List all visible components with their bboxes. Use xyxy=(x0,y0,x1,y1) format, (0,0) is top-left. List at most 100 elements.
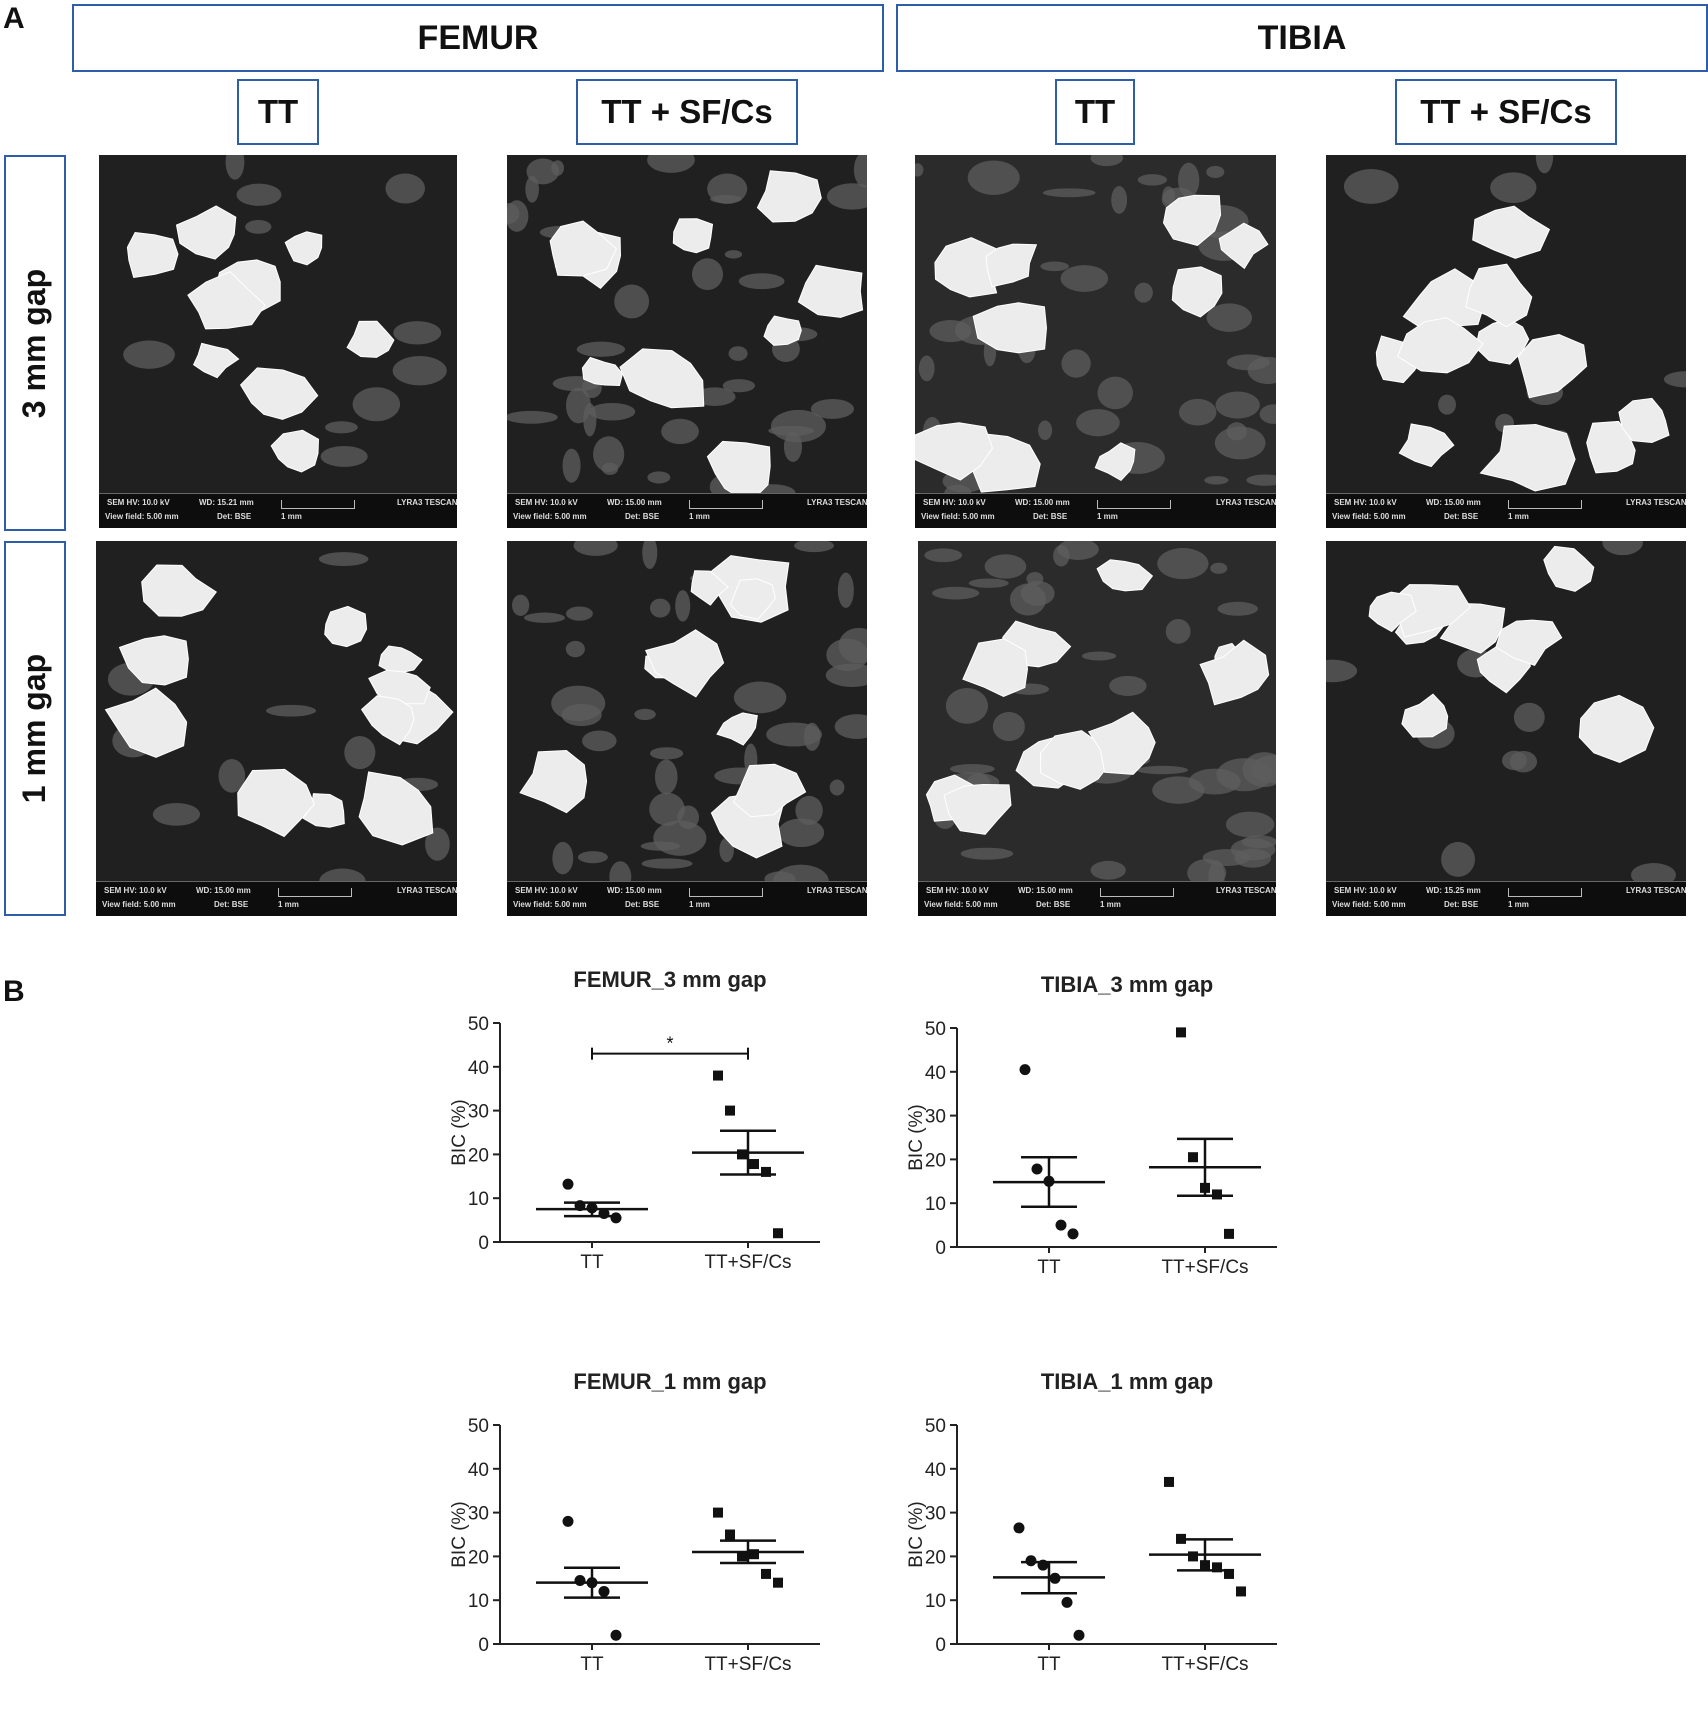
y-tick-label: 10 xyxy=(925,1194,946,1215)
row-label-3mm: 3 mm gap xyxy=(4,155,66,531)
sem-info-bar: SEM HV: 10.0 kV WD: 15.25 mm View field: 5… xyxy=(1326,881,1686,916)
sem-image: SEM HV: 10.0 kV WD: 15.00 mm View field: 5… xyxy=(915,155,1276,528)
data-point xyxy=(1224,1228,1234,1239)
x-tick-label: TT xyxy=(580,1252,604,1273)
sem-texture xyxy=(918,541,1276,882)
sem-hv-text: SEM HV: 10.0 kV xyxy=(926,886,989,895)
sem-image: SEM HV: 10.0 kV WD: 15.00 mm View field: 5… xyxy=(96,541,457,916)
sem-brand-text: LYRA3 TESCAN xyxy=(397,498,457,507)
sem-vf-text: View field: 5.00 mm xyxy=(102,900,176,909)
sem-scale-text: 1 mm xyxy=(1508,512,1529,521)
sem-det-text: Det: BSE xyxy=(217,512,252,521)
sem-vf-text: View field: 5.00 mm xyxy=(513,900,587,909)
y-tick-label: 40 xyxy=(468,1460,489,1481)
data-point xyxy=(1236,1586,1246,1597)
sem-brand-text: LYRA3 TESCAN xyxy=(807,886,867,895)
y-tick-label: 0 xyxy=(935,1635,946,1656)
sem-hv-text: SEM HV: 10.0 kV xyxy=(515,498,578,507)
sem-det-text: Det: BSE xyxy=(625,900,660,909)
x-tick-label: TT+SF/Cs xyxy=(704,1654,791,1675)
y-tick-label: 0 xyxy=(478,1635,489,1656)
sem-wd-text: WD: 15.00 mm xyxy=(196,886,251,895)
scale-bar xyxy=(1508,500,1582,509)
header-femur: FEMUR xyxy=(72,4,884,72)
sem-texture xyxy=(507,155,867,494)
sem-texture xyxy=(1326,541,1686,882)
data-point xyxy=(773,1577,783,1588)
sem-det-text: Det: BSE xyxy=(1444,900,1479,909)
x-tick-label: TT xyxy=(1037,1654,1061,1675)
chart-tibia-1mm: TIBIA_1 mm gap BIC (%) 0 10 20 30 40 50 TT TT+SF/… xyxy=(897,1367,1317,1677)
sem-texture xyxy=(915,155,1276,494)
sem-brand-text: LYRA3 TESCAN xyxy=(397,886,457,895)
sem-det-text: Det: BSE xyxy=(1033,512,1068,521)
sem-image: SEM HV: 10.0 kV WD: 15.00 mm View field: 5… xyxy=(507,541,867,916)
sem-info-bar: SEM HV: 10.0 kV WD: 15.00 mm View field: 5… xyxy=(1326,493,1686,528)
significance-star: * xyxy=(666,1034,673,1054)
data-point xyxy=(610,1629,622,1641)
sem-brand-text: LYRA3 TESCAN xyxy=(807,498,867,507)
data-point xyxy=(574,1574,586,1586)
sem-det-text: Det: BSE xyxy=(214,900,249,909)
data-point xyxy=(737,1551,747,1562)
x-tick-label: TT xyxy=(580,1654,604,1675)
chart-svg: TIBIA_1 mm gap BIC (%) 0 10 20 30 40 50 TT TT+SF/… xyxy=(906,1369,1277,1675)
sem-info-bar: SEM HV: 10.0 kV WD: 15.00 mm View field: 5… xyxy=(918,881,1276,916)
y-tick-label: 50 xyxy=(925,1416,946,1437)
data-point xyxy=(1061,1596,1073,1608)
data-point xyxy=(725,1105,735,1116)
y-axis-label: BIC (%) xyxy=(449,1501,470,1568)
y-axis-label: BIC (%) xyxy=(906,1501,927,1568)
sem-wd-text: WD: 15.21 mm xyxy=(199,498,254,507)
sem-vf-text: View field: 5.00 mm xyxy=(921,512,995,521)
sem-texture xyxy=(1326,155,1686,494)
sem-scale-text: 1 mm xyxy=(281,512,302,521)
data-point xyxy=(773,1228,783,1239)
sem-vf-text: View field: 5.00 mm xyxy=(924,900,998,909)
sem-hv-text: SEM HV: 10.0 kV xyxy=(107,498,170,507)
scale-bar xyxy=(1100,888,1174,897)
scale-bar xyxy=(1097,500,1171,509)
chart-tibia-3mm: TIBIA_3 mm gap BIC (%) 0 10 20 30 40 50 TT TT+SF/… xyxy=(897,970,1317,1280)
sem-info-bar: SEM HV: 10.0 kV WD: 15.00 mm View field: 5… xyxy=(507,881,867,916)
y-tick-label: 40 xyxy=(925,1460,946,1481)
sem-info-bar: SEM HV: 10.0 kV WD: 15.21 mm View field: 5… xyxy=(99,493,457,528)
data-point xyxy=(1224,1568,1234,1579)
sem-wd-text: WD: 15.00 mm xyxy=(1018,886,1073,895)
sem-hv-text: SEM HV: 10.0 kV xyxy=(1334,886,1397,895)
data-point xyxy=(1188,1152,1198,1163)
sem-vf-text: View field: 5.00 mm xyxy=(1332,900,1406,909)
sem-wd-text: WD: 15.25 mm xyxy=(1426,886,1481,895)
data-point xyxy=(1176,1027,1186,1038)
y-axis-label: BIC (%) xyxy=(449,1099,470,1166)
y-axis-label: BIC (%) xyxy=(906,1104,927,1171)
sem-image: SEM HV: 10.0 kV WD: 15.00 mm View field: 5… xyxy=(507,155,867,528)
sem-scale-text: 1 mm xyxy=(689,512,710,521)
sem-det-text: Det: BSE xyxy=(1444,512,1479,521)
header-femur-tt: TT xyxy=(237,79,319,145)
y-tick-label: 30 xyxy=(468,1504,489,1525)
data-point xyxy=(1164,1476,1174,1487)
sem-info-bar: SEM HV: 10.0 kV WD: 15.00 mm View field: 5… xyxy=(96,881,457,916)
x-tick-label: TT+SF/Cs xyxy=(704,1252,791,1273)
sem-scale-text: 1 mm xyxy=(1097,512,1118,521)
sem-wd-text: WD: 15.00 mm xyxy=(1426,498,1481,507)
sem-brand-text: LYRA3 TESCAN xyxy=(1626,886,1686,895)
data-point xyxy=(713,1507,723,1518)
data-point xyxy=(1019,1064,1031,1076)
scale-bar xyxy=(281,500,355,509)
chart-svg: FEMUR_1 mm gap BIC (%) 0 10 20 30 40 50 TT TT+SF/… xyxy=(449,1369,820,1675)
chart-title: TIBIA_1 mm gap xyxy=(1041,1369,1213,1394)
x-tick-label: TT xyxy=(1037,1257,1061,1278)
y-tick-label: 40 xyxy=(925,1063,946,1084)
data-point xyxy=(1212,1562,1222,1573)
data-point xyxy=(610,1212,622,1224)
sem-vf-text: View field: 5.00 mm xyxy=(513,512,587,521)
sem-info-bar: SEM HV: 10.0 kV WD: 15.00 mm View field: 5… xyxy=(915,493,1276,528)
data-point xyxy=(737,1149,747,1160)
y-tick-label: 0 xyxy=(935,1238,946,1259)
sem-hv-text: SEM HV: 10.0 kV xyxy=(104,886,167,895)
chart-femur-1mm: FEMUR_1 mm gap BIC (%) 0 10 20 30 40 50 TT TT+SF/… xyxy=(440,1367,860,1677)
scale-bar xyxy=(1508,888,1582,897)
panel-b-letter: B xyxy=(3,975,25,1008)
